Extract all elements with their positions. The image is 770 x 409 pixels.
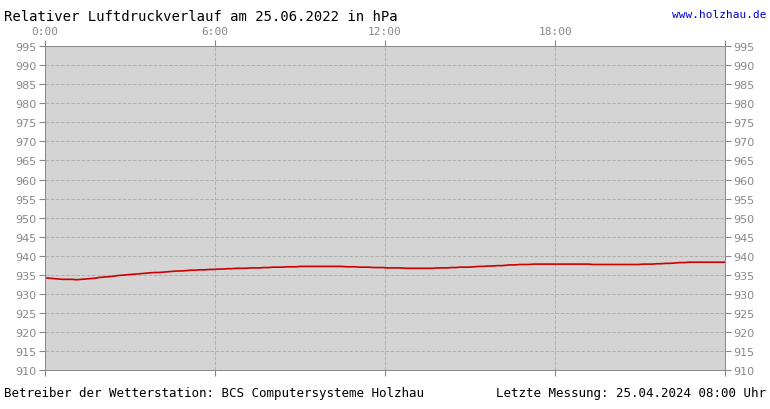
Text: Letzte Messung: 25.04.2024 08:00 Uhr: Letzte Messung: 25.04.2024 08:00 Uhr xyxy=(496,386,766,399)
Text: www.holzhau.de: www.holzhau.de xyxy=(671,10,766,20)
Text: Betreiber der Wetterstation: BCS Computersysteme Holzhau: Betreiber der Wetterstation: BCS Compute… xyxy=(4,386,424,399)
Text: Relativer Luftdruckverlauf am 25.06.2022 in hPa: Relativer Luftdruckverlauf am 25.06.2022… xyxy=(4,10,397,24)
